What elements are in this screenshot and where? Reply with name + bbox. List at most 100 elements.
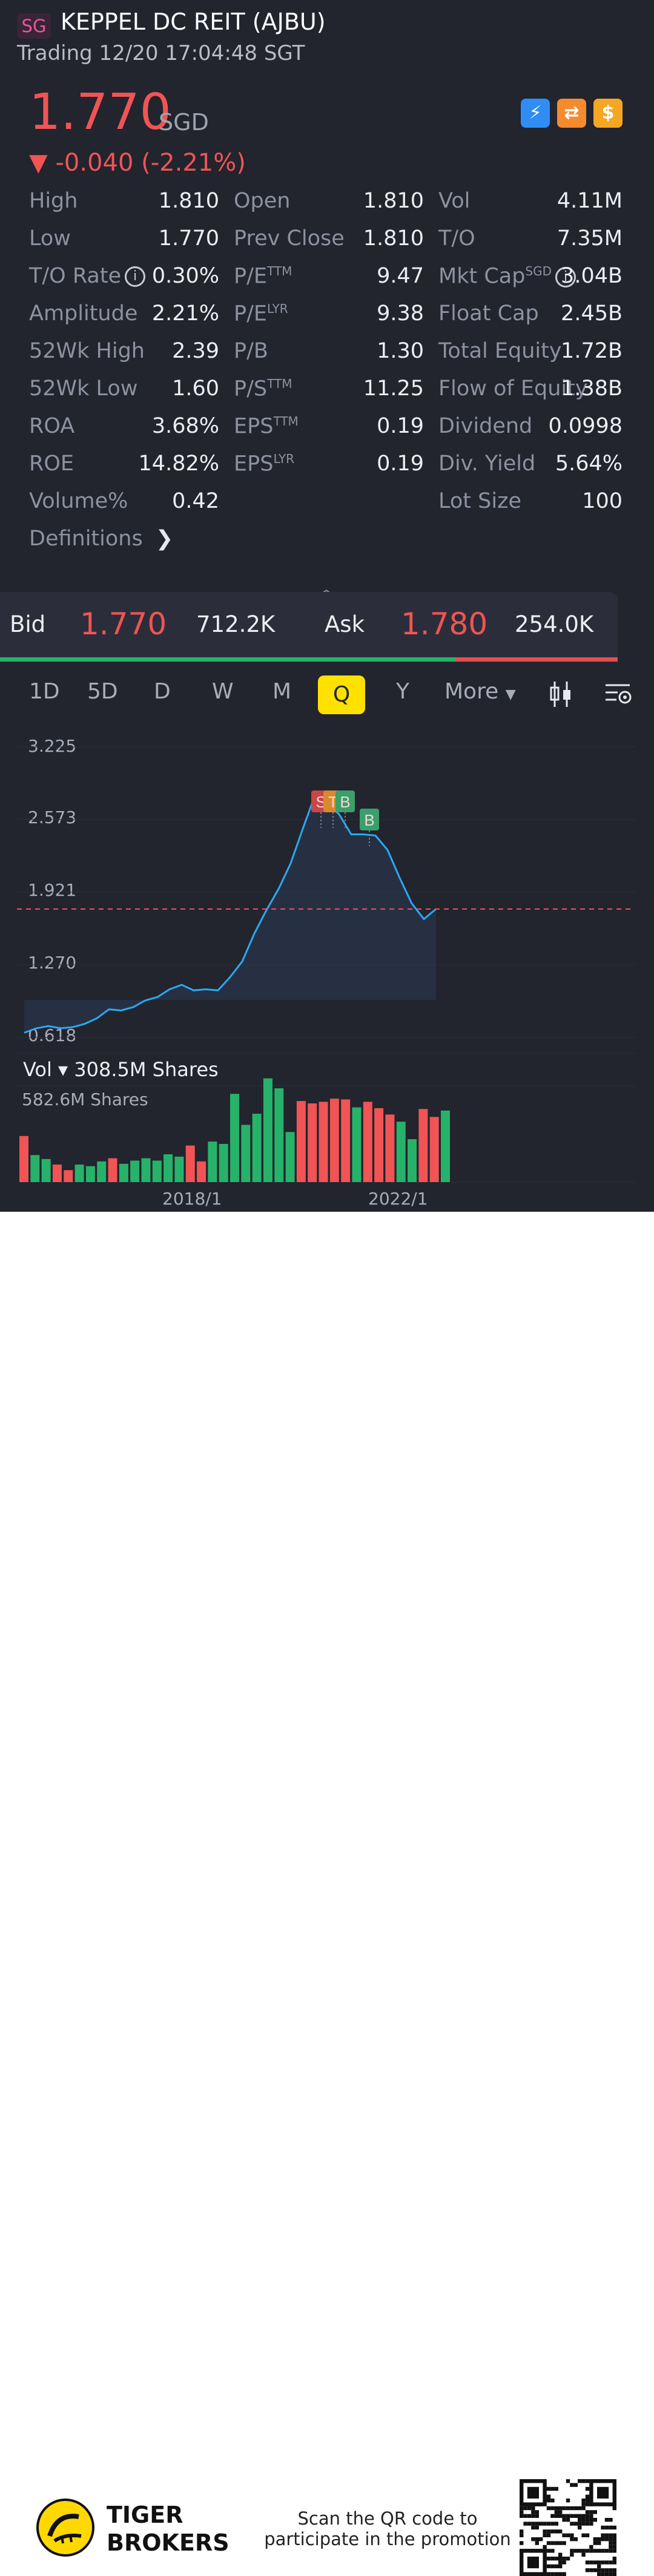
volume-bar (64, 1170, 73, 1182)
stat-value: 9.47 (377, 264, 424, 288)
promo-line: participate in the promotion (264, 2529, 511, 2549)
volume-bar (219, 1143, 228, 1182)
stat-label: Float Cap (438, 301, 539, 326)
market-badge: SG (17, 13, 51, 39)
stat-label: T/O Rate i (29, 264, 146, 288)
trade-marker-label: B (340, 793, 350, 811)
stat-value: 3.68% (151, 414, 219, 438)
stats-row: Amplitude 2.21% P/ELYR 9.38 Float Cap 2.45B (0, 301, 654, 338)
stat-label: ROE (29, 452, 74, 476)
candlestick-icon[interactable] (549, 679, 573, 715)
trade-marker (335, 790, 355, 812)
chevron-right-icon: ❯ (155, 527, 174, 551)
stat-value: 1.770 (158, 226, 219, 251)
volume-bar (441, 1110, 450, 1182)
volume-bar (164, 1154, 173, 1182)
stat-value: 0.0998 (548, 414, 623, 438)
stat-value: 100 (582, 489, 623, 513)
ask-size: 254.0K (515, 611, 594, 637)
stat-label: Low (29, 226, 71, 251)
tab-1d[interactable]: 1D (29, 679, 60, 704)
trading-status: Trading 12/20 17:04:48 SGT (17, 41, 305, 65)
volume-bar (429, 1117, 439, 1182)
tab-w[interactable]: W (212, 679, 234, 704)
volume-bar (241, 1125, 251, 1182)
stat-value: 1.810 (158, 189, 219, 213)
volume-bar (30, 1155, 40, 1182)
volume-bar (208, 1142, 217, 1182)
volume-bar (308, 1103, 317, 1182)
tab-y[interactable]: Y (396, 679, 409, 704)
info-icon[interactable]: i (555, 266, 576, 288)
price-area (24, 795, 436, 1033)
stat-value: 7.35M (557, 226, 623, 251)
stat-label: Open (234, 189, 291, 213)
volume-bar (363, 1102, 372, 1182)
volume-bar (374, 1108, 384, 1182)
volume-bar (296, 1101, 306, 1182)
price-change: ▼ -0.040 (-2.21%) (29, 149, 246, 177)
dollar-icon[interactable]: $ (593, 99, 623, 128)
stat-value: 1.810 (363, 189, 424, 213)
stat-label: Vol (438, 189, 471, 213)
bid-size: 712.2K (196, 611, 276, 637)
bid-label: Bid (10, 611, 46, 637)
qr-code[interactable] (520, 2479, 616, 2576)
stat-label: Total Equity (438, 339, 562, 363)
y-tick: 2.573 (28, 807, 77, 827)
volume-bar (174, 1156, 184, 1182)
volume-bar (108, 1158, 117, 1182)
tab-more[interactable]: More ▼ (444, 679, 516, 704)
tab-m[interactable]: M (272, 679, 292, 704)
promo-line: Scan the QR code to (297, 2508, 478, 2529)
volume-bar (74, 1165, 84, 1182)
tab-q[interactable]: Q (318, 675, 365, 714)
trade-marker (360, 809, 379, 830)
period-tabs: 1D 5D D W M Q Y More ▼ (0, 673, 654, 718)
volume-bar (319, 1102, 328, 1182)
stat-label: Mkt CapSGD i (438, 264, 576, 289)
volume-bar (385, 1114, 395, 1182)
stat-value: 11.25 (363, 376, 424, 401)
stat-value: 1.72B (561, 339, 623, 363)
stat-label: High (29, 189, 78, 213)
trade-marker-label: B (364, 811, 374, 829)
stat-label: Dividend (438, 414, 533, 438)
stat-label: Prev Close (234, 226, 345, 251)
volume-bar (185, 1145, 195, 1182)
definitions-link[interactable]: Definitions ❯ (29, 527, 174, 551)
volume-bar (263, 1078, 272, 1182)
tab-d[interactable]: D (154, 679, 171, 704)
volume-max-label: 582.6M Shares (22, 1089, 148, 1109)
tiger-logo-icon (36, 2499, 94, 2557)
x-tick: 2018/1 (162, 1189, 222, 1209)
stat-value: 2.45B (561, 301, 623, 326)
chart-settings-icon[interactable] (603, 679, 633, 715)
stats-row: T/O Rate i 0.30% P/ETTM 9.47 Mkt CapSGD i 3.04B (0, 264, 654, 300)
volume-bar (19, 1135, 28, 1182)
stat-label: Div. Yield (438, 452, 536, 476)
volume-bar (408, 1139, 417, 1182)
last-price: 1.770 (29, 84, 171, 141)
volume-bar (41, 1158, 51, 1182)
volume-bar (230, 1094, 239, 1182)
caret-down-icon: ▼ (505, 687, 516, 702)
swap-icon[interactable]: ⇄ (557, 99, 586, 128)
stat-value: 1.60 (172, 376, 219, 401)
stats-row: 52Wk Low 1.60 P/STTM 11.25 Flow of Equity 1.3… (0, 376, 654, 413)
volume-bar (119, 1163, 128, 1182)
flash-icon[interactable]: ⚡ (521, 99, 550, 128)
ask-label: Ask (325, 611, 365, 637)
stat-label: P/STTM (234, 376, 292, 401)
tab-5d[interactable]: 5D (87, 679, 118, 704)
stats-row: 52Wk High 2.39 P/B 1.30 Total Equity 1.72B (0, 339, 654, 375)
stat-value: 2.21% (151, 301, 219, 326)
stat-label: EPSLYR (234, 452, 295, 476)
volume-header[interactable]: Vol ▾ 308.5M Shares (23, 1058, 219, 1081)
volume-bar (85, 1166, 95, 1182)
volume-bar (141, 1158, 151, 1182)
volume-bar (197, 1161, 206, 1182)
currency: SGD (159, 109, 209, 136)
ask-volume-bar (455, 657, 618, 662)
info-icon[interactable]: i (125, 266, 146, 287)
